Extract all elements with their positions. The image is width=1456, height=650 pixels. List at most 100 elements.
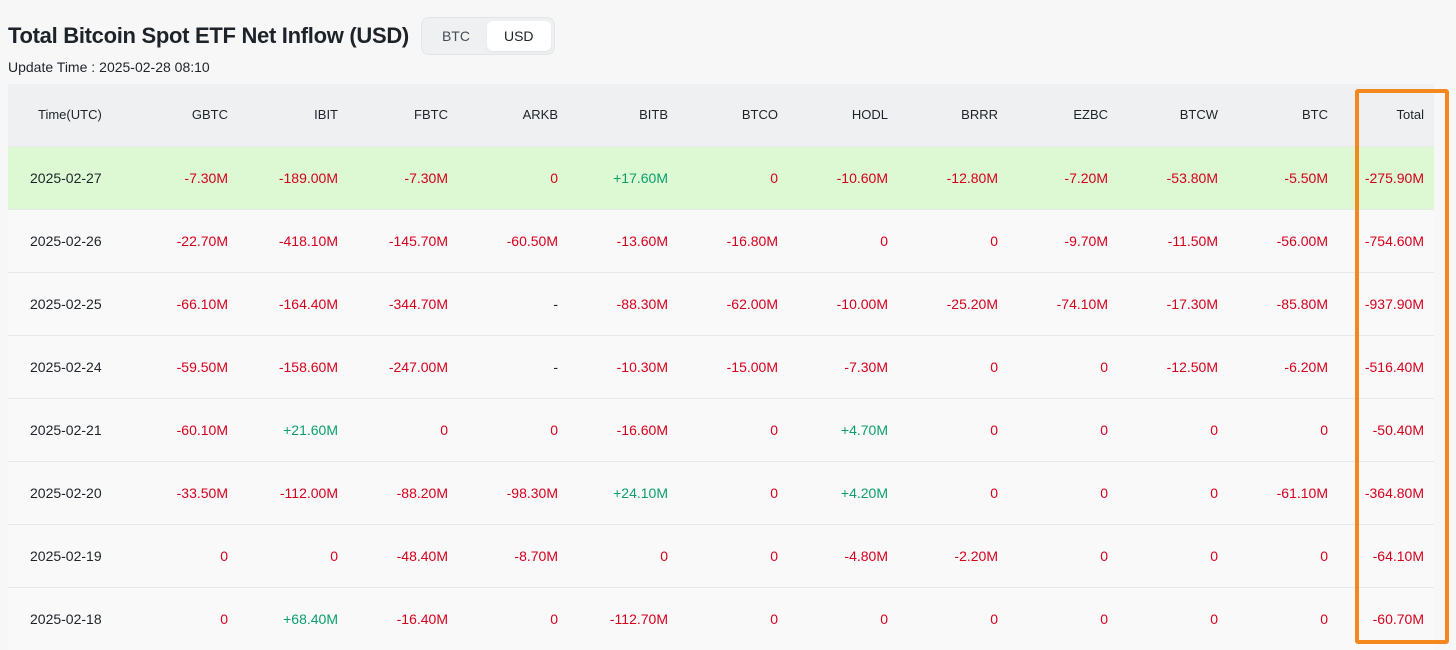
flow-cell: 0	[1100, 547, 1108, 564]
flow-cell: -66.10M	[176, 295, 228, 312]
flow-cell: -418.10M	[278, 232, 338, 249]
date-cell: 2025-02-19	[30, 547, 102, 564]
update-time: Update Time :2025-02-28 08:10	[8, 59, 210, 75]
flow-cell: 0	[330, 547, 338, 564]
flow-cell: 0	[990, 421, 998, 438]
flow-cell: -10.60M	[836, 169, 888, 186]
table-row: 2025-02-25 -66.10M -164.40M -344.70M - -88.30…	[8, 272, 1434, 335]
flow-cell: +4.20M	[840, 484, 888, 501]
flow-cell: -56.00M	[1276, 232, 1328, 249]
total-cell: -50.40M	[1372, 421, 1424, 438]
flow-cell: -8.70M	[514, 547, 558, 564]
flow-cell: -16.40M	[396, 610, 448, 627]
flow-cell: -88.30M	[616, 295, 668, 312]
flow-cell: -10.30M	[616, 358, 668, 375]
flow-cell: -112.70M	[609, 610, 668, 627]
flow-cell: -2.20M	[954, 547, 998, 564]
update-time-label: Update Time :	[8, 59, 96, 75]
toggle-btc-button[interactable]: BTC	[441, 28, 470, 44]
flow-cell: -53.80M	[1166, 169, 1218, 186]
flow-cell: 0	[990, 232, 998, 249]
currency-toggle: BTC USD	[420, 17, 555, 55]
flow-cell: 0	[220, 610, 228, 627]
flow-cell: -6.20M	[1284, 358, 1328, 375]
flow-cell: 0	[1210, 610, 1218, 627]
total-cell: -937.90M	[1364, 295, 1424, 312]
total-cell: -364.80M	[1364, 484, 1424, 501]
column-header-ezbc: EZBC	[1073, 107, 1108, 123]
flow-cell: -189.00M	[278, 169, 338, 186]
total-cell: -60.70M	[1372, 610, 1424, 627]
flow-cell: -11.50M	[1167, 232, 1218, 249]
flow-cell: -7.30M	[404, 169, 448, 186]
flow-cell: -74.10M	[1056, 295, 1108, 312]
date-cell: 2025-02-24	[30, 358, 102, 375]
date-cell: 2025-02-20	[30, 484, 102, 501]
flow-cell: -85.80M	[1276, 295, 1328, 312]
table-row: 2025-02-18 0 +68.40M -16.40M 0 -112.70M 0 0 0 0 0 0…	[8, 587, 1434, 650]
flow-cell: 0	[550, 169, 558, 186]
table-row: 2025-02-20 -33.50M -112.00M -88.20M -98.30M +…	[8, 461, 1434, 524]
column-header-gbtc: GBTC	[191, 107, 228, 123]
total-cell: -275.90M	[1364, 169, 1424, 186]
flow-cell: -98.30M	[506, 484, 558, 501]
flow-cell: -12.50M	[1166, 358, 1218, 375]
flow-cell: -7.20M	[1064, 169, 1108, 186]
flow-cell: -5.50M	[1284, 169, 1328, 186]
date-cell: 2025-02-25	[30, 295, 102, 312]
flow-cell: 0	[990, 610, 998, 627]
column-header-fbtc: FBTC	[414, 107, 448, 123]
flow-cell: -	[553, 358, 558, 375]
flow-cell: 0	[1210, 484, 1218, 501]
flow-cell: +68.40M	[283, 610, 338, 627]
flow-cell: 0	[550, 421, 558, 438]
flow-cell: -15.00M	[726, 358, 778, 375]
flow-cell: -62.00M	[726, 295, 778, 312]
flow-cell: +17.60M	[613, 169, 668, 186]
flow-cell: -247.00M	[388, 358, 448, 375]
flow-cell: -25.20M	[946, 295, 998, 312]
flow-cell: 0	[880, 232, 888, 249]
flow-cell: 0	[1320, 547, 1328, 564]
date-cell: 2025-02-26	[30, 232, 102, 249]
flow-cell: 0	[1210, 421, 1218, 438]
flow-cell: -61.10M	[1276, 484, 1328, 501]
flow-cell: -33.50M	[176, 484, 228, 501]
flow-cell: -48.40M	[396, 547, 448, 564]
column-header-arkb: ARKB	[522, 107, 558, 123]
table-row: 2025-02-26 -22.70M -418.10M -145.70M -60.50M…	[8, 209, 1434, 272]
column-header-ibit: IBIT	[314, 107, 338, 123]
flow-cell: -9.70M	[1064, 232, 1108, 249]
column-header-hodl: HODL	[851, 107, 888, 123]
table-row: 2025-02-24 -59.50M -158.60M -247.00M - -10.30…	[8, 335, 1434, 398]
flow-cell: -344.70M	[388, 295, 448, 312]
flow-cell: -60.10M	[176, 421, 228, 438]
flow-cell: 0	[1100, 484, 1108, 501]
date-cell: 2025-02-21	[30, 421, 102, 438]
flow-cell: 0	[440, 421, 448, 438]
toggle-usd-button[interactable]: USD	[486, 21, 551, 51]
flow-cell: 0	[550, 610, 558, 627]
flow-cell: -13.60M	[616, 232, 668, 249]
flow-cell: +4.70M	[840, 421, 888, 438]
flow-cell: +24.10M	[613, 484, 668, 501]
flow-cell: 0	[770, 484, 778, 501]
column-header-bitb: BITB	[639, 107, 668, 123]
total-cell: -516.40M	[1364, 358, 1424, 375]
flow-cell: 0	[990, 358, 998, 375]
flow-cell: -145.70M	[388, 232, 448, 249]
flow-cell: -7.30M	[184, 169, 228, 186]
flow-cell: 0	[770, 169, 778, 186]
total-cell: -64.10M	[1372, 547, 1424, 564]
column-header-btc: BTC	[1302, 107, 1328, 123]
page-title: Total Bitcoin Spot ETF Net Inflow (USD)	[8, 23, 409, 48]
flow-cell: -	[553, 295, 558, 312]
table-header-row: Time(UTC) GBTC IBIT FBTC ARKB BITB BTCO HODL BRR…	[8, 84, 1434, 146]
flow-cell: 0	[770, 610, 778, 627]
flow-cell: -88.20M	[396, 484, 448, 501]
header: Total Bitcoin Spot ETF Net Inflow (USD) …	[8, 17, 555, 55]
flow-cell: -16.60M	[616, 421, 668, 438]
flow-cell: 0	[1320, 610, 1328, 627]
flow-cell: -17.30M	[1166, 295, 1218, 312]
flow-cell: 0	[220, 547, 228, 564]
